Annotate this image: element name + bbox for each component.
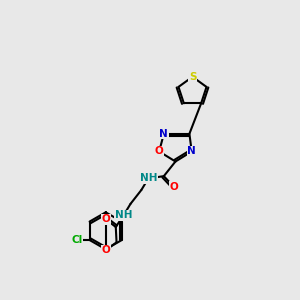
Text: NH: NH (140, 173, 157, 184)
Text: S: S (189, 72, 196, 82)
Text: O: O (155, 146, 164, 157)
Text: NH: NH (115, 210, 132, 220)
Text: N: N (187, 146, 196, 157)
Text: O: O (101, 245, 110, 255)
Text: N: N (160, 129, 168, 139)
Text: Cl: Cl (72, 235, 83, 245)
Text: O: O (101, 214, 110, 224)
Text: O: O (169, 182, 178, 192)
